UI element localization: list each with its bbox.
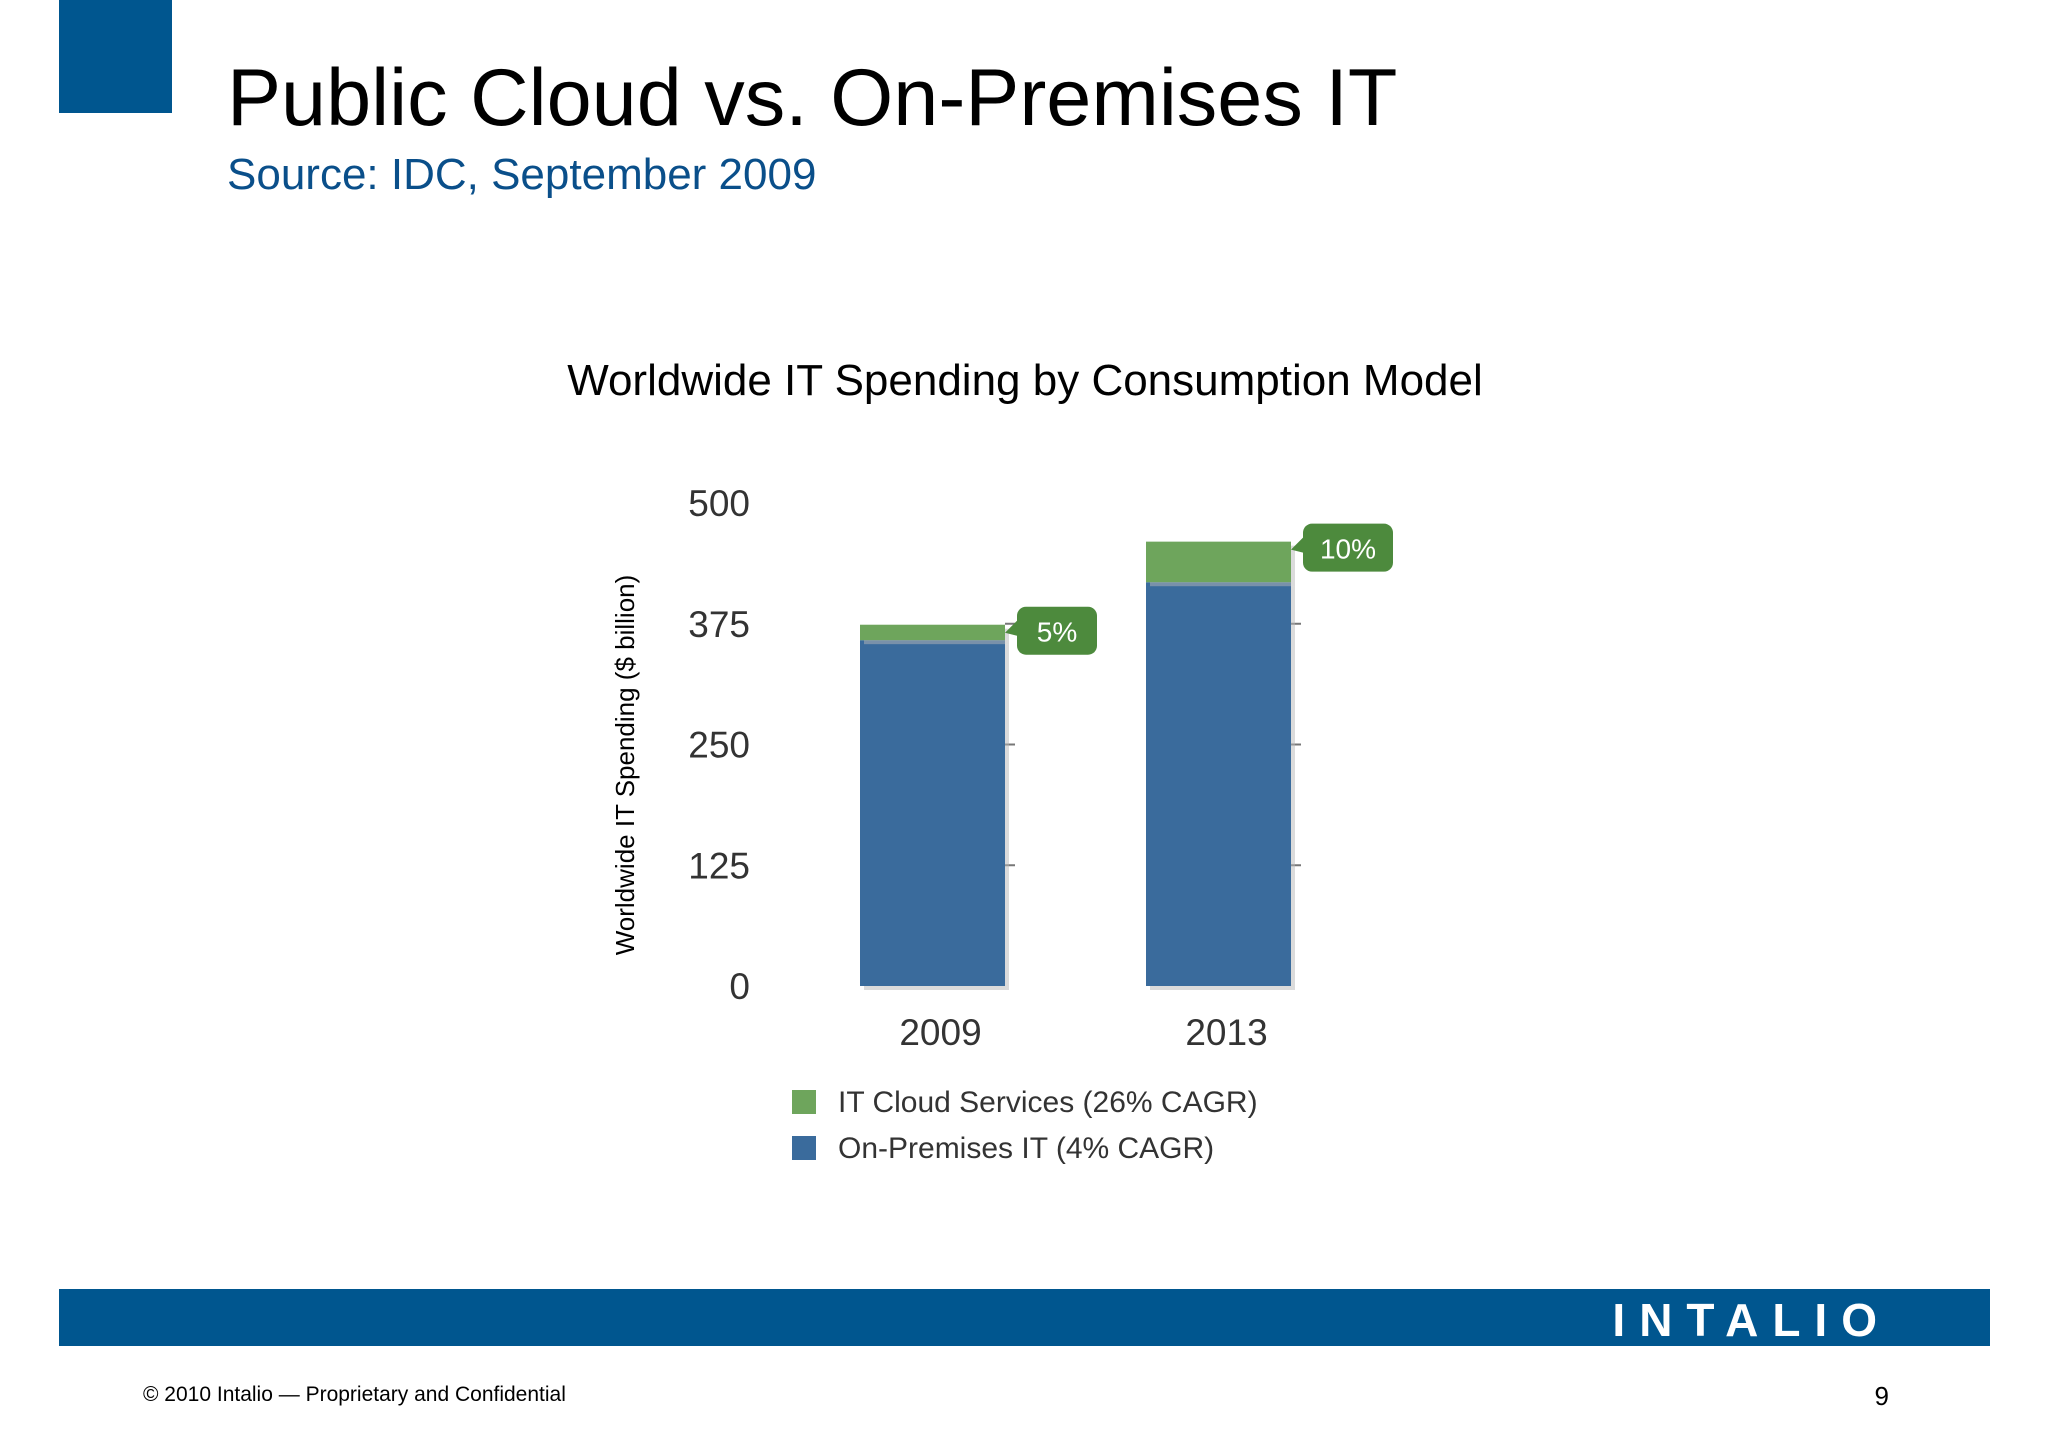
legend-label: IT Cloud Services (26% CAGR): [838, 1086, 1258, 1119]
page-number: 9: [1874, 1381, 1889, 1411]
callout-bubble: [1303, 523, 1393, 572]
callout-bubble: [1017, 606, 1097, 655]
x-tick-label: 2013: [1185, 1012, 1267, 1053]
callout-label: 5%: [1037, 617, 1077, 648]
legend-swatch: [792, 1136, 816, 1160]
bar-on-premises: [1146, 582, 1291, 986]
copyright-notice: © 2010 Intalio — Proprietary and Confide…: [143, 1383, 566, 1406]
bar-on-premises: [860, 640, 1005, 986]
bar-cloud-services: [860, 624, 1005, 641]
callout-label: 10%: [1320, 534, 1376, 565]
y-tick-label: 375: [688, 604, 750, 645]
chart-title: Worldwide IT Spending by Consumption Mod…: [567, 356, 1483, 405]
y-tick-label: 0: [729, 966, 750, 1007]
slide-title: Public Cloud vs. On-Premises IT: [227, 53, 1398, 143]
legend-swatch: [792, 1090, 816, 1114]
legend-label: On-Premises IT (4% CAGR): [838, 1132, 1214, 1165]
bars: [860, 541, 1301, 990]
slide-subtitle: Source: IDC, September 2009: [227, 150, 817, 199]
y-axis-label: Worldwide IT Spending ($ billion): [610, 575, 640, 956]
x-tick-label: 2009: [899, 1012, 981, 1053]
bar-cloud-services: [1146, 541, 1291, 583]
y-tick-label: 250: [688, 725, 750, 766]
intalio-logo: INTALIO: [1612, 1294, 1891, 1346]
y-tick-label: 500: [688, 483, 750, 524]
corner-accent-square: [59, 0, 172, 113]
growth-callout: 10%: [1291, 523, 1393, 572]
callouts: 5% 10%: [1005, 523, 1393, 655]
y-axis-ticks: 0 125 250 375 500: [688, 483, 750, 1007]
x-axis-labels: 2009 2013: [899, 1012, 1267, 1053]
legend: IT Cloud Services (26% CAGR) On-Premises …: [792, 1086, 1258, 1165]
footer-band: [59, 1289, 1990, 1346]
y-tick-label: 125: [688, 845, 750, 886]
growth-callout: 5%: [1005, 606, 1097, 655]
